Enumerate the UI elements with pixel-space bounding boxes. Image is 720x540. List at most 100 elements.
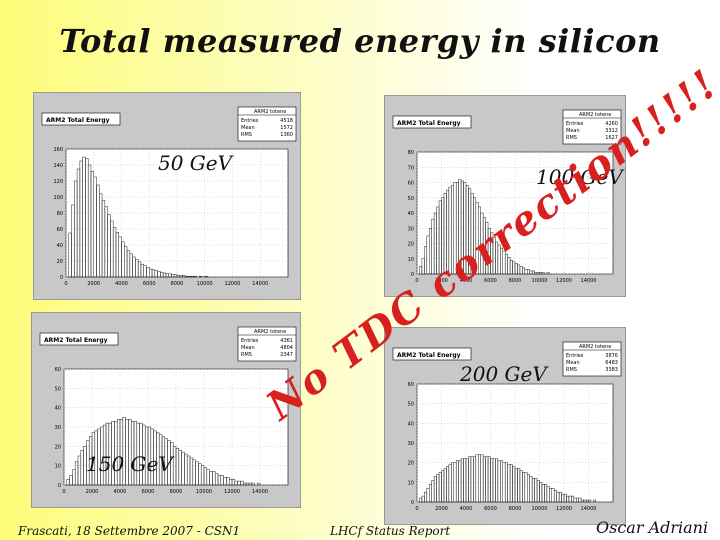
y-tick-label: 30 [55,425,61,431]
energy-label-200gev: 200 GeV [460,362,547,386]
stats-value: 3383 [605,367,618,373]
stats-name: ARM2 totene [579,112,611,118]
x-tick-label: 10000 [196,489,212,495]
histogram-bin [588,499,592,503]
histogram-title: ARM2 Total Energy [397,120,461,127]
y-tick-label: 30 [408,226,414,232]
stats-box [237,106,297,142]
histogram-50gev: ARM2 Total Energy ARM2 totene Entries 4518 M… [41,106,297,287]
x-tick-label: 12000 [225,281,241,287]
stats-value: 4361 [280,338,293,344]
x-tick-label: 12000 [556,278,572,284]
x-tick-label: 0 [415,506,418,512]
y-tick-label: 140 [53,163,63,169]
x-tick-label: 6000 [143,281,156,287]
histogram-title-box [392,115,472,129]
footer-author: Oscar Adriani [596,518,709,537]
y-tick-label: 70 [408,165,414,171]
histogram-panel-200gev: ARM2 Total Energy ARM2 totene Entries 3876 M… [384,327,626,525]
y-tick-label: 60 [408,181,414,187]
slide-title: Total measured energy in silicon [59,22,661,60]
x-tick-label: 4000 [460,278,473,284]
y-tick-label: 40 [55,406,61,412]
y-tick-label: 60 [408,382,414,388]
histogram-panel-150gev: ARM2 Total Energy ARM2 totene Entries 4361 M… [31,312,301,508]
x-tick-label: 6000 [484,506,497,512]
footer-report-title: LHCf Status Report [330,524,451,538]
stats-value: 4804 [280,345,293,351]
stats-value: 3312 [605,128,618,134]
histogram-bin [546,272,550,275]
stats-label: RMS [566,135,577,141]
histogram-panel-50gev: ARM2 Total Energy ARM2 totene Entries 4518 M… [33,92,301,300]
x-tick-label: 14000 [581,278,597,284]
histogram-bin [256,482,261,486]
stats-label: Mean [241,125,255,131]
stats-label: RMS [566,367,577,373]
x-tick-label: 14000 [252,489,268,495]
x-tick-label: 0 [62,489,65,495]
x-tick-label: 4000 [114,489,127,495]
y-tick-label: 120 [53,179,63,185]
y-tick-label: 100 [53,195,63,201]
y-tick-label: 0 [411,272,414,278]
stats-label: Entries [566,353,584,359]
stats-value: 4260 [605,121,618,127]
x-tick-label: 8000 [170,489,183,495]
stats-name: ARM2 totene [579,344,611,350]
stats-label: Entries [241,118,259,124]
stats-value: 1627 [605,135,618,141]
stats-value: 1572 [280,125,293,131]
y-tick-label: 160 [53,147,63,153]
stats-value: 1360 [280,132,293,138]
x-tick-label: 8000 [171,281,184,287]
x-tick-label: 2000 [86,489,99,495]
x-tick-label: 10000 [197,281,213,287]
stats-value: 2347 [280,352,293,358]
stats-label: RMS [241,132,252,138]
x-tick-label: 14000 [581,506,597,512]
histogram-title-box [392,347,472,361]
histogram-title-box [39,332,119,346]
stats-label: RMS [241,352,252,358]
stats-value: 3876 [605,353,618,359]
energy-label-100gev: 100 GeV [536,165,623,189]
y-tick-label: 50 [408,402,414,408]
y-tick-label: 30 [408,441,414,447]
y-tick-label: 10 [408,257,414,263]
x-tick-label: 10000 [532,506,548,512]
histogram-bin [593,499,597,503]
histogram-title: ARM2 Total Energy [44,337,108,344]
stats-value: 6483 [605,360,618,366]
stats-name: ARM2 totene [254,329,286,335]
x-tick-label: 4000 [115,281,128,287]
x-tick-label: 14000 [252,281,268,287]
y-tick-label: 10 [55,464,61,470]
stats-value: 4518 [280,118,293,124]
x-tick-label: 10000 [532,278,548,284]
y-tick-label: 40 [408,211,414,217]
stats-label: Entries [566,121,584,127]
histogram-bin [541,272,545,275]
stats-box [562,109,622,145]
energy-label-50gev: 50 GeV [158,151,233,175]
y-tick-label: 40 [408,421,414,427]
histogram-panel-100gev: ARM2 Total Energy ARM2 totene Entries 4260 M… [384,95,626,297]
stats-box [562,341,622,377]
stats-label: Mean [566,360,580,366]
y-tick-label: 60 [55,367,61,373]
histogram-bin [251,482,255,486]
stats-label: Mean [566,128,580,134]
x-tick-label: 2000 [435,278,448,284]
y-tick-label: 50 [408,196,414,202]
x-tick-label: 2000 [435,506,448,512]
y-tick-label: 10 [408,480,414,486]
x-tick-label: 8000 [509,278,522,284]
y-tick-label: 20 [55,444,61,450]
x-tick-label: 0 [415,278,418,284]
stats-label: Entries [241,338,259,344]
histogram-bin [198,275,203,278]
x-tick-label: 6000 [142,489,155,495]
footer-venue: Frascati, 18 Settembre 2007 - CSN1 [18,524,241,538]
x-tick-label: 6000 [484,278,497,284]
